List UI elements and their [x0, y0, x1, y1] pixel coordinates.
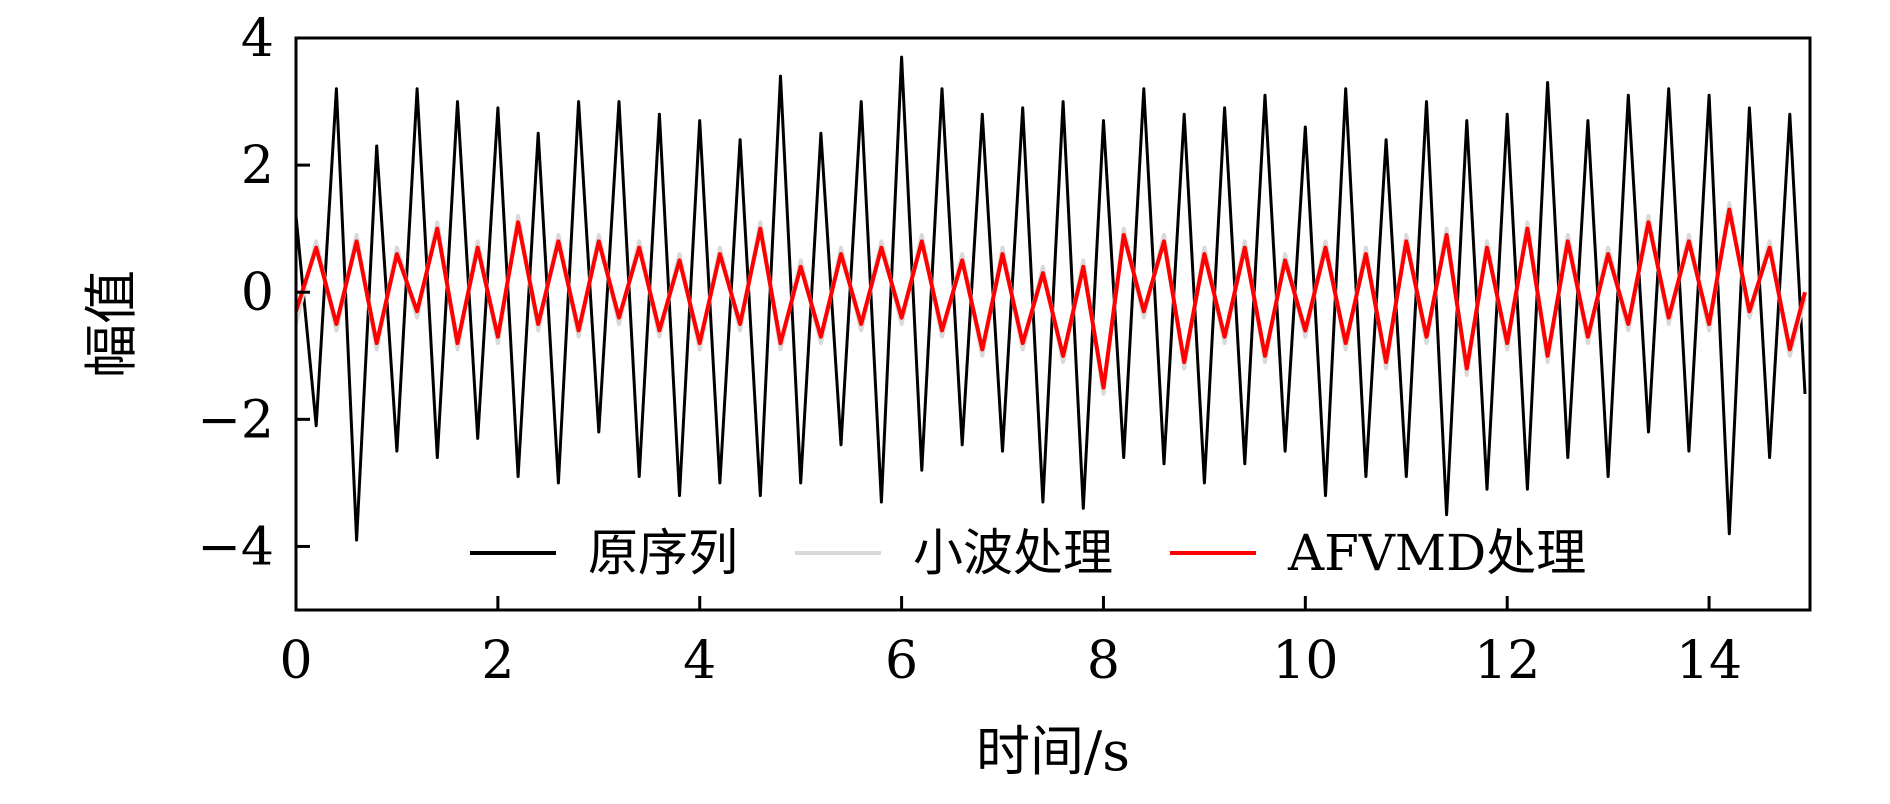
y-axis: 4 2 0 −2 −4: [197, 9, 310, 577]
series-line-0: [294, 55, 1807, 542]
y-tick-label: 4: [241, 9, 274, 69]
y-tick-label: −4: [197, 517, 274, 577]
x-tick-label: 6: [885, 631, 918, 691]
y-tick-label: 2: [241, 136, 274, 196]
x-axis-label: 时间/s: [976, 720, 1130, 783]
x-tick-label: 2: [481, 631, 514, 691]
x-axis: 0 2 4 6 8 10 12 14: [279, 596, 1742, 691]
y-tick-label: 0: [241, 263, 274, 323]
y-tick-label: −2: [197, 390, 274, 450]
legend: 原序列 小波处理 AFVMD处理: [470, 524, 1586, 582]
x-tick-label: 14: [1676, 631, 1742, 691]
plot-frame: [294, 36, 1812, 612]
y-axis-label: 幅值: [80, 270, 143, 378]
series-layer: [294, 55, 1807, 542]
x-tick-label: 4: [683, 631, 716, 691]
legend-label-original: 原序列: [588, 524, 738, 582]
legend-label-afvmd: AFVMD处理: [1287, 524, 1586, 582]
series-line-2: [294, 207, 1807, 390]
x-tick-label: 12: [1474, 631, 1540, 691]
x-tick-label: 8: [1087, 631, 1120, 691]
x-tick-label: 10: [1272, 631, 1338, 691]
x-tick-label: 0: [279, 631, 312, 691]
legend-label-wavelet: 小波处理: [913, 524, 1113, 582]
